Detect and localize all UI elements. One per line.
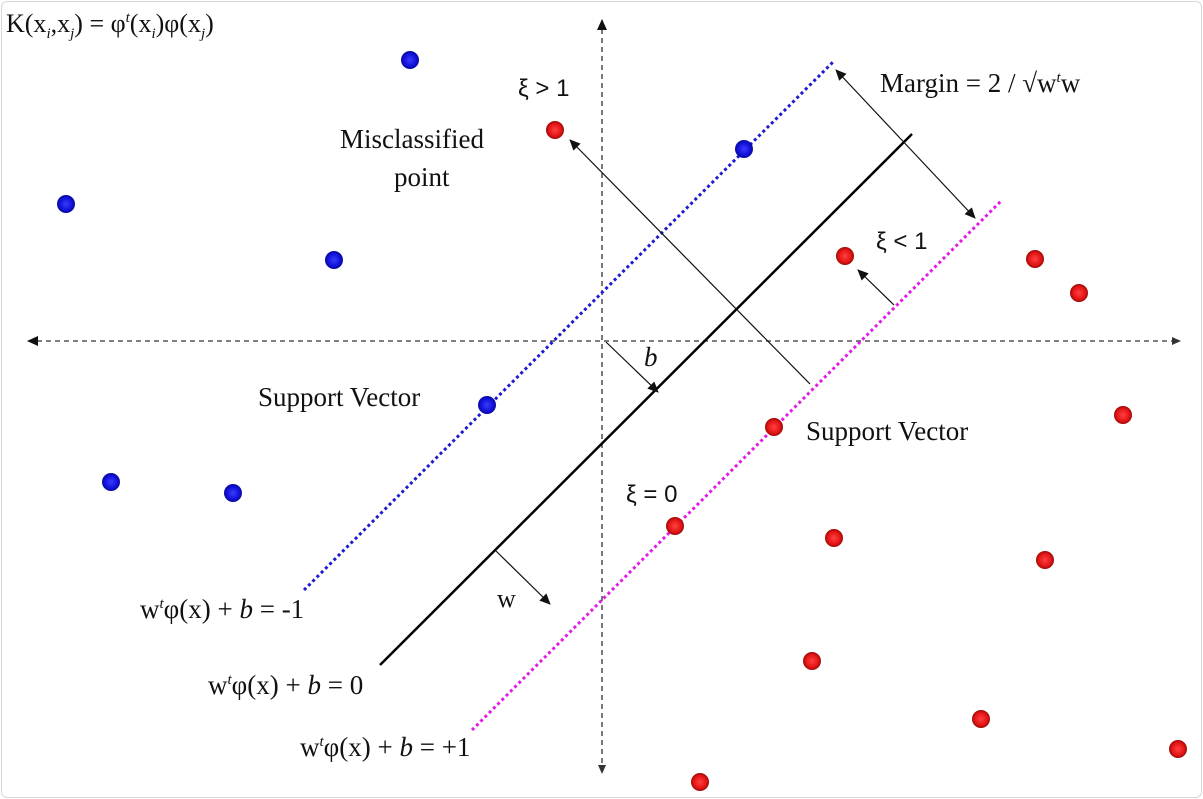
positive-class-points bbox=[546, 121, 1187, 791]
blue-support-vector bbox=[478, 396, 496, 414]
red-point bbox=[825, 529, 843, 547]
bias-arrow bbox=[605, 341, 659, 393]
kernel-formula: K(xi,xj) = φt(xi)φ(xj) bbox=[6, 9, 214, 42]
margin-label: Margin = 2 / √wtw bbox=[880, 68, 1081, 98]
red-support-vector bbox=[765, 418, 783, 436]
equation-negative-margin: wtφ(x) + b = -1 bbox=[140, 594, 304, 624]
red-point bbox=[1114, 406, 1132, 424]
equation-hyperplane: wtφ(x) + b = 0 bbox=[208, 670, 363, 700]
red-point bbox=[836, 247, 854, 265]
red-point bbox=[1169, 740, 1187, 758]
slack-arrow-small bbox=[857, 269, 895, 306]
red-support-vector bbox=[666, 517, 684, 535]
red-point bbox=[691, 773, 709, 791]
positive-margin-line bbox=[470, 198, 1004, 732]
support-vector-left-label: Support Vector bbox=[258, 382, 420, 412]
red-misclassified-point bbox=[546, 121, 564, 139]
blue-point bbox=[401, 51, 419, 69]
bias-label: b bbox=[644, 342, 658, 372]
blue-support-vector bbox=[735, 140, 753, 158]
negative-class-points bbox=[57, 51, 753, 502]
slack-gt-one-label: ξ > 1 bbox=[518, 75, 569, 102]
negative-margin-line bbox=[302, 60, 835, 592]
red-point bbox=[1070, 284, 1088, 302]
misclassified-label-2: point bbox=[394, 162, 450, 192]
blue-point bbox=[102, 473, 120, 491]
blue-point bbox=[325, 251, 343, 269]
red-point bbox=[1036, 551, 1054, 569]
misclassified-label: Misclassified bbox=[340, 124, 484, 154]
w-label: w bbox=[497, 584, 516, 613]
red-point bbox=[972, 710, 990, 728]
decision-hyperplane bbox=[379, 133, 913, 666]
misclassified-slack-arrow bbox=[569, 139, 811, 385]
normal-w-arrow bbox=[495, 550, 551, 605]
blue-point bbox=[57, 195, 75, 213]
slack-zero-label: ξ = 0 bbox=[626, 481, 677, 508]
support-vector-right-label: Support Vector bbox=[806, 416, 968, 446]
slack-lt-one-label: ξ < 1 bbox=[876, 228, 927, 255]
equation-positive-margin: wtφ(x) + b = +1 bbox=[300, 732, 470, 762]
margin-arrow bbox=[835, 69, 976, 219]
blue-point bbox=[224, 484, 242, 502]
red-point bbox=[803, 652, 821, 670]
red-point bbox=[1026, 250, 1044, 268]
